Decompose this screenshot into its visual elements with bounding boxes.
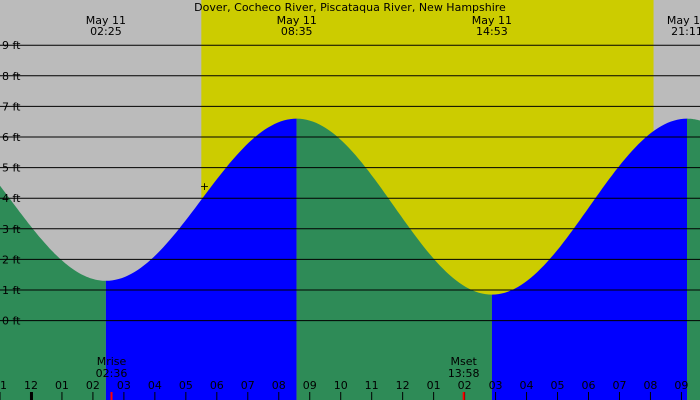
x-tick-label: 09: [674, 379, 688, 392]
x-tick-label: 02: [86, 379, 100, 392]
y-tick-label: 2 ft: [2, 253, 21, 266]
moon-event-time: 02:36: [96, 367, 128, 380]
x-tick-label: 01: [427, 379, 441, 392]
moon-event-label: Mrise: [97, 355, 127, 368]
gridline-layer: [0, 44, 700, 400]
x-tick-label: 03: [489, 379, 503, 392]
x-tick-label: 08: [272, 379, 286, 392]
midnight-marker: [29, 392, 33, 400]
x-tick-label: 08: [643, 379, 657, 392]
x-tick-label: 11: [365, 379, 379, 392]
chart-title: Dover, Cocheco River, Piscataqua River, …: [194, 1, 506, 14]
extreme-date-label: May 11: [86, 14, 126, 27]
extreme-date-label: May 11: [472, 14, 512, 27]
x-tick-label: 04: [520, 379, 534, 392]
label-layer: Dover, Cocheco River, Piscataqua River, …: [0, 1, 700, 392]
extreme-time-label: 14:53: [476, 25, 508, 38]
x-tick-label: 03: [117, 379, 131, 392]
y-tick-label: 0 ft: [2, 315, 21, 328]
x-tick-label: 02: [458, 379, 472, 392]
extreme-time-label: 02:25: [90, 25, 122, 38]
y-tick-label: 4 ft: [2, 192, 21, 205]
falling-tide-area: [0, 185, 106, 400]
extreme-time-label: 08:35: [281, 25, 313, 38]
extreme-date-label: May 11: [667, 14, 700, 27]
x-tick-label: 06: [210, 379, 224, 392]
y-tick-label: 7 ft: [2, 100, 21, 113]
x-tick-label: 05: [551, 379, 565, 392]
y-tick-label: 8 ft: [2, 70, 21, 83]
y-tick-label: 6 ft: [2, 131, 21, 144]
extreme-time-label: 21:11: [671, 25, 700, 38]
x-tick-label: 06: [581, 379, 595, 392]
x-tick-label: 07: [241, 379, 255, 392]
x-tick-label: 01: [55, 379, 69, 392]
moon-event-label: Mset: [451, 355, 478, 368]
extreme-date-label: May 11: [277, 14, 317, 27]
y-tick-label: 1 ft: [2, 284, 21, 297]
y-tick-label: 9 ft: [2, 39, 21, 52]
x-tick-label: 05: [179, 379, 193, 392]
x-tick-label: 09: [303, 379, 317, 392]
x-tick-label: 12: [24, 379, 38, 392]
x-tick-label: 12: [396, 379, 410, 392]
x-tick-label: 11: [0, 379, 7, 392]
x-tick-label: 10: [334, 379, 348, 392]
y-tick-label: 5 ft: [2, 162, 21, 175]
plus-marker: +: [200, 180, 209, 193]
moon-event-time: 13:58: [448, 367, 480, 380]
y-tick-label: 3 ft: [2, 223, 21, 236]
x-tick-label: 04: [148, 379, 162, 392]
x-tick-label: 07: [612, 379, 626, 392]
